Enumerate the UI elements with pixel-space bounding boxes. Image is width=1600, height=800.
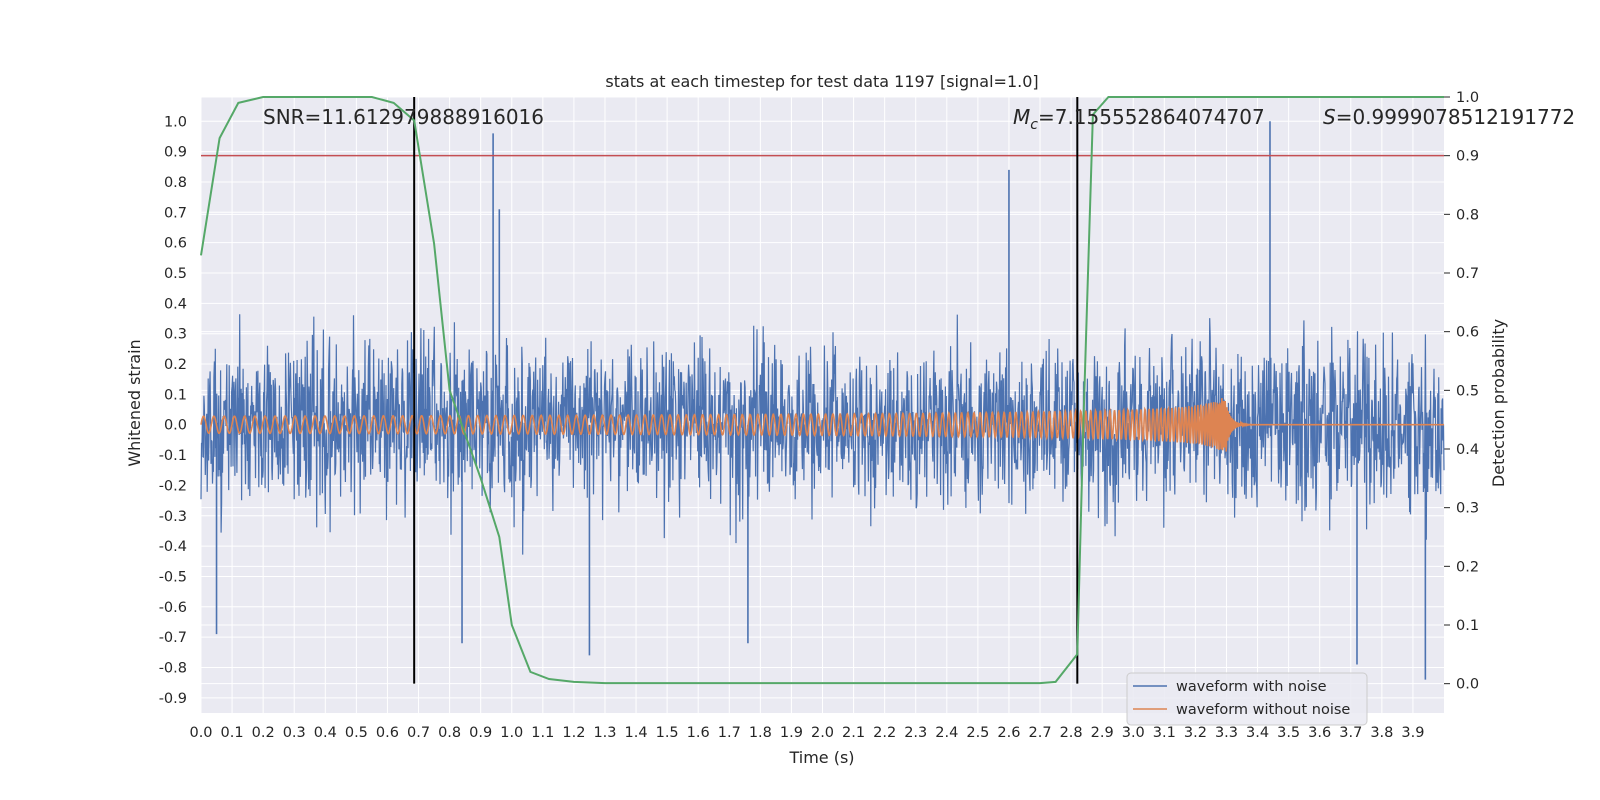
y-tick-label: 0.1 (164, 387, 187, 403)
y-tick-label: -0.1 (159, 448, 187, 464)
y-tick-label: 0.7 (164, 205, 187, 221)
x-tick-label: 0.0 (189, 725, 212, 741)
x-tick-label: 0.7 (407, 725, 430, 741)
x-tick-label: 3.3 (1215, 725, 1238, 741)
x-tick-label: 2.1 (842, 725, 865, 741)
x-tick-label: 0.5 (345, 725, 368, 741)
x-tick-label: 3.1 (1153, 725, 1176, 741)
legend: waveform with noise waveform without noi… (1126, 672, 1368, 726)
x-tick-label: 3.7 (1339, 725, 1362, 741)
x-tick-label: 2.8 (1060, 725, 1083, 741)
x-tick-label: 2.3 (904, 725, 927, 741)
y2-tick-label: 0.2 (1456, 559, 1479, 575)
y-axis-label: Whitened strain (125, 339, 144, 466)
x-tick-label: 2.4 (935, 725, 958, 741)
x-tick-labels: 0.0 0.1 0.2 0.3 0.4 0.5 0.6 0.7 0.8 0.9 1.0 1.1 1.2 1… (189, 725, 1424, 741)
y-tick-label: -0.6 (159, 600, 187, 616)
x-tick-label: 1.1 (531, 725, 554, 741)
y2-tick-label: 0.1 (1456, 618, 1479, 634)
x-tick-label: 1.2 (562, 725, 585, 741)
x-tick-label: 2.7 (1028, 725, 1051, 741)
x-tick-label: 0.2 (252, 725, 275, 741)
y-tick-label: 0.9 (164, 145, 187, 161)
y2-tick-label: 0.7 (1456, 266, 1479, 282)
legend-label-clean: waveform without noise (1176, 702, 1350, 718)
y-tick-label: 0.3 (164, 327, 187, 343)
y2-tick-label: 0.6 (1456, 325, 1479, 341)
x-tick-label: 3.2 (1184, 725, 1207, 741)
x-tick-label: 3.6 (1308, 725, 1331, 741)
legend-label-noisy: waveform with noise (1176, 679, 1327, 695)
y2-tick-label: 0.4 (1456, 442, 1479, 458)
x-tick-label: 1.8 (749, 725, 772, 741)
score-annotation: S=0.9999078512191772 (1323, 105, 1575, 129)
legend-box (1126, 672, 1368, 726)
y2-tick-label: 0.5 (1456, 383, 1479, 399)
y-tick-label: -0.7 (159, 630, 187, 646)
x-tick-label: 1.9 (780, 725, 803, 741)
detection-probability-line (200, 96, 1444, 685)
y-tick-label: 0.2 (164, 357, 187, 373)
x-tick-label: 0.8 (438, 725, 461, 741)
y2-tick-label: 1.0 (1456, 90, 1479, 106)
x-tick-label: 3.0 (1122, 725, 1145, 741)
y-tick-label: -0.2 (159, 478, 187, 494)
x-tick-label: 0.4 (314, 725, 337, 741)
chirp-mass-annotation: Mc=7.155552864074707 (1013, 105, 1265, 133)
y-tick-label: 0.6 (164, 236, 187, 252)
x-tick-label: 0.9 (469, 725, 492, 741)
x-tick-label: 0.3 (283, 725, 306, 741)
x-tick-label: 2.0 (811, 725, 834, 741)
y-tick-label: 0.0 (164, 418, 187, 434)
x-tick-label: 1.0 (500, 725, 523, 741)
x-axis-label: Time (s) (788, 748, 854, 767)
y-tick-labels: 1.0 0.9 0.8 0.7 0.6 0.5 0.4 0.3 0.2 0.1 0.0 -0.1 -0.… (159, 114, 187, 707)
y-tick-label: -0.5 (159, 569, 187, 585)
y-tick-label: -0.3 (159, 509, 187, 525)
y2-axis-label: Detection probability (1489, 319, 1508, 487)
x-tick-label: 2.2 (873, 725, 896, 741)
chart-title: stats at each timestep for test data 119… (605, 72, 1038, 91)
x-tick-label: 2.6 (997, 725, 1020, 741)
y2-tick-label: 0.8 (1456, 207, 1479, 223)
y2-tick-labels: 1.0 0.9 0.8 0.7 0.6 0.5 0.4 0.3 0.2 0.1 0.0 (1456, 90, 1479, 693)
y2-tick-label: 0.0 (1456, 677, 1479, 693)
y-tick-label: 0.4 (164, 296, 187, 312)
event-vertical-lines (413, 97, 1079, 684)
y2-tick-label: 0.9 (1456, 149, 1479, 165)
snr-annotation: SNR=11.612979888916016 (263, 105, 544, 129)
y-tick-label: 0.8 (164, 175, 187, 191)
y-tick-label: 0.5 (164, 266, 187, 282)
x-tick-label: 1.6 (687, 725, 710, 741)
x-tick-label: 1.7 (718, 725, 741, 741)
waveform-without-noise-line (200, 398, 1444, 452)
x-tick-label: 1.5 (656, 725, 679, 741)
x-tick-label: 3.8 (1370, 725, 1393, 741)
x-tick-label: 3.4 (1246, 725, 1269, 741)
x-tick-label: 3.9 (1401, 725, 1424, 741)
y-tick-label: 1.0 (164, 114, 187, 130)
y2-tick-label: 0.3 (1456, 501, 1479, 517)
x-tick-label: 2.5 (966, 725, 989, 741)
y-tick-label: -0.8 (159, 660, 187, 676)
x-tick-label: 0.6 (376, 725, 399, 741)
y-tick-label: -0.9 (159, 691, 187, 707)
x-tick-label: 1.4 (625, 725, 648, 741)
y-tick-label: -0.4 (159, 539, 187, 555)
x-tick-label: 3.5 (1277, 725, 1300, 741)
x-tick-label: 2.9 (1091, 725, 1114, 741)
x-tick-label: 0.1 (221, 725, 244, 741)
x-tick-label: 1.3 (593, 725, 616, 741)
